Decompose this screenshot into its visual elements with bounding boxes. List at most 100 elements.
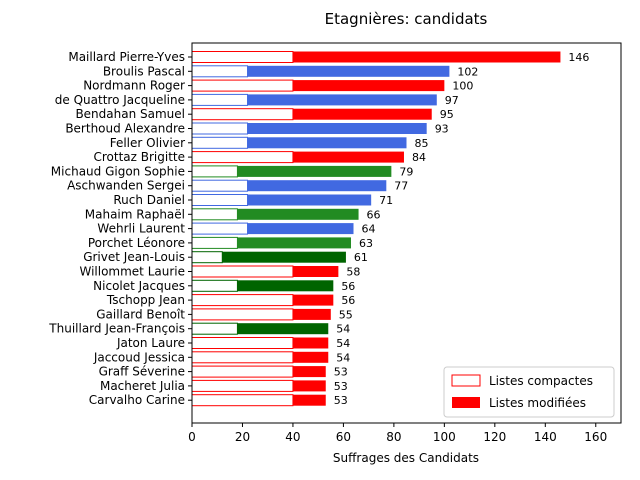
bar-compact — [191, 151, 294, 164]
bar-modified — [292, 108, 432, 120]
bar-compact — [191, 51, 294, 63]
bar-modified — [247, 123, 427, 134]
x-tick-label: 140 — [534, 430, 557, 444]
candidate-bar-group: Mahaim Raphaël 66 — [85, 207, 381, 221]
bar-compact — [191, 265, 294, 278]
category-label: de Quattro Jacqueline — [55, 93, 185, 107]
category-label: Thuillard Jean-François — [48, 322, 185, 336]
candidate-bar-group: Maillard Pierre-Yves 146 — [68, 50, 589, 64]
category-label: Gaillard Benoît — [96, 307, 185, 321]
data-label: 93 — [435, 123, 449, 136]
bar-modified — [237, 323, 329, 335]
data-label: 55 — [339, 308, 353, 321]
bar-compact — [191, 222, 249, 235]
bar-compact — [191, 208, 238, 221]
bar-compact — [191, 79, 294, 92]
bar-compact — [191, 93, 249, 106]
bar-modified — [292, 394, 326, 406]
category-label: Carvalho Carine — [89, 393, 185, 407]
bar-modified — [292, 266, 339, 277]
data-label: 102 — [457, 65, 478, 78]
data-label: 53 — [334, 366, 348, 379]
legend-box — [443, 366, 615, 418]
x-tick-label: 160 — [584, 430, 607, 444]
category-label: Broulis Pascal — [103, 64, 185, 78]
x-tick-label: 60 — [336, 430, 351, 444]
bar-modified — [292, 366, 326, 378]
category-label: Nicolet Jacques — [93, 279, 185, 293]
candidate-bar-group: Ruch Daniel 71 — [113, 193, 393, 207]
category-label: Graff Séverine — [99, 365, 185, 379]
bar-modified — [247, 194, 372, 206]
x-tick-label: 100 — [433, 430, 456, 444]
bar-compact — [191, 165, 238, 178]
bar-compact — [191, 294, 294, 307]
plot-frame — [191, 42, 622, 424]
candidate-bar-group: Thuillard Jean-François 54 — [48, 322, 350, 336]
bar-compact — [191, 179, 249, 192]
data-label: 56 — [341, 280, 355, 293]
candidate-bar-group: Feller Olivier 85 — [110, 136, 429, 150]
bar-compact — [191, 365, 294, 378]
data-label: 54 — [336, 351, 350, 364]
category-label: Wehrli Laurent — [97, 222, 185, 236]
bar-compact — [191, 122, 249, 135]
category-label: Feller Olivier — [110, 136, 185, 150]
bar-modified — [247, 65, 450, 77]
x-tick-label: 20 — [235, 430, 250, 444]
bar-compact — [191, 394, 294, 407]
candidate-bar-group: Berthoud Alexandre 93 — [65, 122, 448, 136]
candidate-bar-group: Graff Séverine 53 — [99, 365, 348, 379]
bar-compact — [191, 337, 294, 349]
data-label: 61 — [354, 251, 368, 264]
data-label: 64 — [362, 223, 376, 236]
bar-modified — [247, 137, 407, 149]
candidate-bar-group: Jaton Laure 54 — [116, 336, 350, 350]
chart-title: Etagnières: candidats — [325, 10, 488, 28]
bar-modified — [237, 237, 351, 249]
bar-modified — [292, 294, 334, 306]
bar-modified — [247, 94, 437, 106]
x-tick-label: 0 — [188, 430, 196, 444]
candidate-bar-group: Michaud Gigon Sophie 79 — [51, 164, 414, 178]
category-label: Mahaim Raphaël — [85, 207, 185, 221]
category-label: Ruch Daniel — [113, 193, 185, 207]
category-label: Michaud Gigon Sophie — [51, 164, 185, 178]
data-label: 53 — [334, 380, 348, 393]
bar-compact — [191, 279, 238, 292]
data-label: 95 — [440, 108, 454, 121]
data-label: 54 — [336, 323, 350, 336]
category-label: Macheret Julia — [100, 379, 185, 393]
bar-modified — [247, 180, 387, 192]
data-label: 97 — [445, 94, 459, 107]
bar-compact — [191, 136, 249, 149]
candidate-bar-group: Crottaz Brigitte 84 — [93, 150, 425, 164]
data-label: 71 — [379, 194, 393, 207]
plot-area: Maillard Pierre-Yves 146 Broulis Pascal 102… — [48, 50, 607, 444]
candidate-bar-group: de Quattro Jacqueline 97 — [55, 93, 459, 107]
bar-compact — [191, 194, 249, 206]
category-label: Grivet Jean-Louis — [83, 250, 185, 264]
data-label: 63 — [359, 237, 373, 250]
legend-swatch-modified — [452, 397, 480, 408]
category-label: Jaton Laure — [116, 336, 185, 350]
bar-modified — [292, 151, 404, 163]
candidate-bar-group: Nicolet Jacques 56 — [93, 279, 355, 293]
category-label: Crottaz Brigitte — [93, 150, 185, 164]
bar-modified — [237, 280, 334, 292]
candidate-bar-group: Grivet Jean-Louis 61 — [83, 250, 368, 264]
bar-modified — [292, 380, 326, 392]
data-label: 100 — [452, 80, 473, 93]
bar-modified — [292, 51, 561, 63]
candidate-bar-group: Jaccoud Jessica 54 — [93, 350, 350, 364]
legend-label: Listes compactes — [489, 374, 593, 388]
category-label: Nordmann Roger — [83, 79, 185, 93]
bar-modified — [222, 251, 346, 263]
category-label: Willommet Laurie — [79, 265, 185, 279]
category-label: Aschwanden Sergei — [67, 179, 185, 193]
category-label: Tschopp Jean — [106, 293, 185, 307]
data-label: 146 — [568, 51, 589, 64]
bar-modified — [247, 223, 354, 235]
data-label: 54 — [336, 337, 350, 350]
